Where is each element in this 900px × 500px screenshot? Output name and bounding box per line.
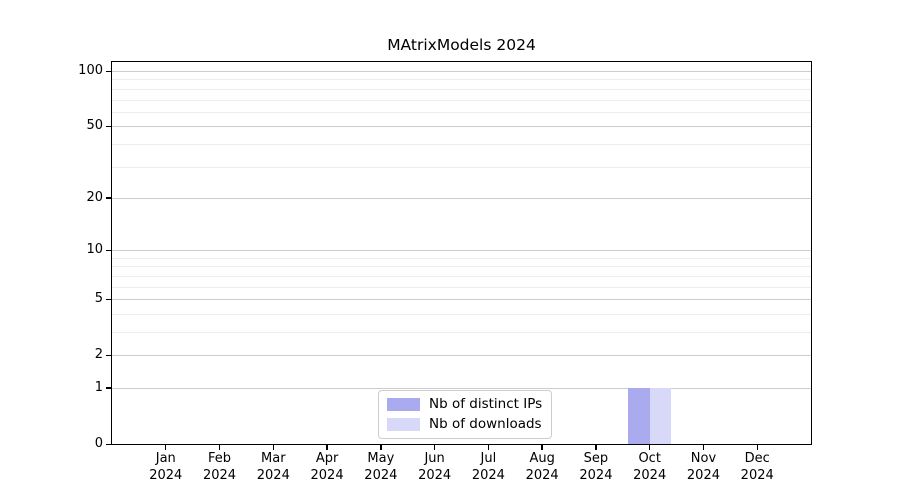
y-axis-tick-label: 2 bbox=[94, 347, 103, 363]
month-label: Oct bbox=[638, 451, 661, 466]
minor-gridline bbox=[112, 266, 811, 268]
minor-gridline bbox=[112, 275, 811, 277]
year-label: 2024 bbox=[686, 467, 720, 483]
year-label: 2024 bbox=[364, 467, 398, 483]
month-label: Jul bbox=[480, 451, 497, 466]
plot-area bbox=[111, 61, 812, 445]
month-label: Mar bbox=[261, 451, 286, 466]
x-axis-tick bbox=[326, 444, 328, 450]
minor-gridline bbox=[112, 257, 811, 259]
major-gridline bbox=[112, 355, 811, 357]
y-axis-tick-label: 100 bbox=[78, 63, 103, 79]
y-axis-tick-label: 10 bbox=[86, 242, 103, 258]
y-axis-tick bbox=[105, 125, 112, 128]
x-axis-tick bbox=[380, 444, 382, 450]
bar-downloads bbox=[649, 388, 672, 444]
year-label: 2024 bbox=[310, 467, 344, 483]
major-gridline bbox=[112, 197, 811, 199]
y-axis-tick bbox=[105, 298, 112, 301]
x-axis-tick-label: Mar 2024 bbox=[243, 451, 303, 484]
month-label: Feb bbox=[208, 451, 232, 466]
x-axis-tick bbox=[218, 444, 221, 450]
x-axis-tick-label: Nov 2024 bbox=[673, 451, 733, 484]
major-gridline bbox=[112, 387, 811, 389]
legend: Nb of distinct IPs Nb of downloads bbox=[378, 390, 553, 439]
year-label: 2024 bbox=[418, 467, 452, 483]
x-axis-tick bbox=[595, 444, 597, 450]
x-axis-tick bbox=[702, 444, 705, 450]
year-label: 2024 bbox=[633, 467, 667, 483]
x-axis-tick-label: Dec 2024 bbox=[727, 451, 787, 484]
y-axis-tick bbox=[105, 387, 112, 389]
minor-gridline bbox=[112, 143, 811, 145]
year-label: 2024 bbox=[471, 467, 505, 483]
y-axis-tick-label: 1 bbox=[94, 379, 103, 395]
month-label: Jun bbox=[424, 451, 445, 466]
y-axis-tick-label: 50 bbox=[86, 118, 103, 134]
bar-distinct-ips bbox=[628, 388, 650, 444]
x-axis-tick bbox=[541, 444, 543, 450]
x-axis-tick-label: May 2024 bbox=[351, 451, 411, 484]
month-label: May bbox=[367, 451, 395, 466]
legend-item-downloads: Nb of downloads bbox=[387, 416, 542, 432]
chart-title: MAtrixModels 2024 bbox=[387, 36, 536, 54]
x-axis-tick-label: Feb 2024 bbox=[190, 451, 250, 484]
minor-gridline bbox=[112, 79, 811, 81]
minor-gridline bbox=[112, 99, 811, 101]
major-gridline bbox=[112, 71, 811, 73]
y-axis-tick bbox=[105, 70, 112, 72]
year-label: 2024 bbox=[202, 467, 237, 483]
month-label: Sep bbox=[583, 451, 609, 466]
month-label: Jan bbox=[155, 451, 176, 466]
legend-label-downloads: Nb of downloads bbox=[429, 416, 542, 432]
legend-item-distinct-ips: Nb of distinct IPs bbox=[387, 396, 542, 412]
x-axis-tick-label: Oct 2024 bbox=[620, 451, 680, 484]
x-axis-tick-label: Jun 2024 bbox=[405, 451, 465, 484]
y-axis-tick bbox=[105, 197, 112, 199]
year-label: 2024 bbox=[740, 467, 774, 483]
x-axis-tick bbox=[756, 444, 758, 450]
minor-gridline bbox=[112, 313, 811, 315]
y-axis-tick bbox=[105, 354, 112, 357]
month-label: Apr bbox=[315, 451, 339, 466]
legend-label-distinct-ips: Nb of distinct IPs bbox=[429, 396, 543, 412]
x-axis-tick bbox=[487, 444, 490, 450]
minor-gridline bbox=[112, 286, 811, 288]
y-axis-tick-label: 5 bbox=[94, 291, 103, 307]
y-axis-tick-label: 20 bbox=[86, 189, 103, 205]
x-axis-tick bbox=[165, 444, 167, 450]
x-axis-tick-label: Apr 2024 bbox=[297, 451, 357, 484]
minor-gridline bbox=[112, 111, 811, 113]
year-label: 2024 bbox=[579, 467, 613, 483]
year-label: 2024 bbox=[525, 467, 559, 483]
y-axis-tick-label: 0 bbox=[94, 436, 103, 451]
x-axis-tick-label: Sep 2024 bbox=[566, 451, 626, 484]
y-axis-tick bbox=[105, 443, 112, 445]
minor-gridline bbox=[112, 88, 811, 90]
y-axis-tick bbox=[105, 249, 112, 252]
minor-gridline bbox=[112, 331, 811, 333]
minor-gridline bbox=[112, 166, 811, 168]
x-axis-tick-label: Aug 2024 bbox=[512, 451, 572, 484]
legend-swatch-downloads bbox=[387, 417, 420, 431]
major-gridline bbox=[112, 250, 811, 252]
x-axis-tick bbox=[433, 444, 436, 450]
major-gridline bbox=[112, 126, 811, 128]
month-label: Dec bbox=[744, 451, 770, 466]
month-label: Aug bbox=[529, 451, 555, 466]
x-axis-tick-label: Jan 2024 bbox=[136, 451, 196, 484]
year-label: 2024 bbox=[149, 467, 183, 483]
x-axis-tick-label: Jul 2024 bbox=[458, 451, 518, 484]
year-label: 2024 bbox=[256, 467, 290, 483]
month-label: Nov bbox=[690, 451, 717, 466]
legend-swatch-distinct-ips bbox=[387, 397, 420, 411]
x-axis-tick bbox=[648, 444, 651, 450]
x-axis-tick bbox=[272, 444, 274, 450]
major-gridline bbox=[112, 299, 811, 301]
